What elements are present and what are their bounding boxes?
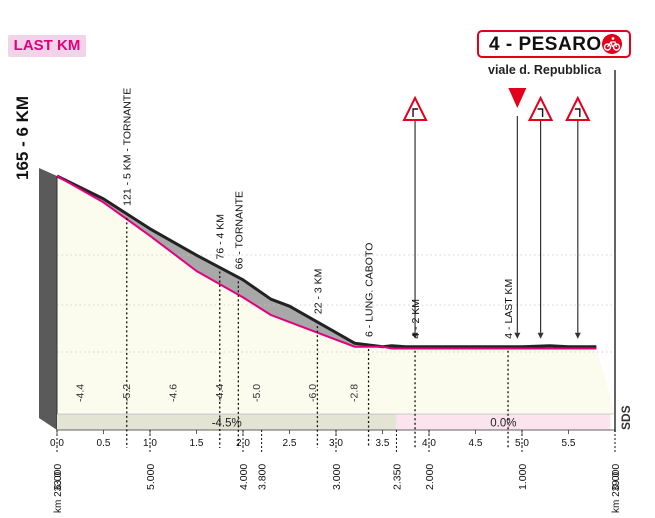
distance-to-finish-label: 2.000: [424, 464, 436, 490]
marker-label-6: 4 - LAST KM: [503, 279, 515, 339]
finish-city-name: 4 - PESARO: [489, 34, 602, 55]
average-gradient-label: -4.5%: [212, 418, 242, 430]
sign-pole-tip-2: [537, 332, 544, 339]
km-tick-label: 4.5: [469, 438, 483, 449]
finish-cyclist-icon: [602, 34, 622, 54]
sign-pole-tip-1: [514, 332, 521, 339]
km-tick-label: 0.5: [97, 438, 111, 449]
marker-label-5: 4 - 2 KM: [410, 299, 422, 339]
left-turn-icon-arrow: [537, 108, 544, 117]
segment-gradient-0: -4.4: [74, 384, 86, 402]
km-tick-label: 0.0: [50, 438, 64, 449]
distance-to-finish-label: 4.000: [238, 464, 250, 490]
sign-pole-tip-3: [574, 332, 581, 339]
km-tick-label: 1.0: [143, 438, 157, 449]
marker-label-3: 22 - 3 KM: [312, 269, 324, 315]
ground-area: [57, 176, 615, 413]
marker-label-2: 66 - TORNANTE: [233, 191, 245, 269]
sign-pole-tip-0: [412, 332, 419, 339]
km-distance-label: km 239.0: [611, 471, 622, 513]
marker-label-4: 6 - LUNG. CABOTO: [364, 243, 376, 337]
distance-to-finish-label: 6.000: [52, 464, 64, 490]
segment-gradient-5: -6.0: [307, 384, 319, 402]
distance-to-finish-label: 1.000: [517, 464, 529, 490]
segment-gradient-3: -4.4: [214, 384, 226, 402]
left-turn-icon-arrow: [574, 108, 581, 117]
distance-to-finish-label: 5.000: [145, 464, 157, 490]
marker-label-1: 76 - 4 KM: [215, 214, 227, 260]
distance-to-finish-label: 3.000: [331, 464, 343, 490]
segment-gradient-4: -5.0: [251, 384, 263, 402]
climb-label: 165 - 6 KM: [13, 96, 32, 180]
right-turn-icon-arrow: [412, 108, 419, 117]
distance-to-finish-label: 0.000: [610, 464, 622, 490]
road-line: [56, 175, 597, 350]
sds-logo: SDS: [619, 405, 633, 430]
km-tick-label: 4.0: [422, 438, 436, 449]
km-tick-label: 5.0: [515, 438, 529, 449]
average-gradient-label: 0.0%: [490, 418, 516, 430]
segment-gradient-2: -4.6: [167, 384, 179, 402]
km-tick-label: 5.5: [562, 438, 576, 449]
km-tick-label: 1.5: [190, 438, 204, 449]
flamme-rouge-icon: [508, 88, 527, 108]
marker-label-0: 121 - 5 KM - TORNANTE: [122, 88, 134, 206]
km-tick-label: 2.0: [236, 438, 250, 449]
relief-line: [56, 174, 597, 349]
average-band-1: [396, 414, 611, 430]
finish-street: viale d. Repubblica: [488, 63, 602, 77]
last-km-badge: LAST KM: [8, 35, 86, 57]
left-wall: [39, 168, 57, 430]
average-band-0: [57, 414, 397, 430]
segment-gradient-1: -5.2: [121, 384, 133, 402]
segment-gradient-6: -2.8: [349, 384, 361, 402]
km-tick-label: 3.5: [376, 438, 390, 449]
finish-city-box: 4 - PESARO: [477, 30, 631, 58]
last-km-badge-label: LAST KM: [13, 37, 81, 54]
km-tick-label: 3.0: [329, 438, 343, 449]
km-tick-label: 2.5: [283, 438, 297, 449]
distance-to-finish-label: 2.350: [391, 464, 403, 490]
distance-to-finish-label: 3.800: [257, 464, 269, 490]
km-distance-label: km 233.0: [53, 471, 64, 513]
